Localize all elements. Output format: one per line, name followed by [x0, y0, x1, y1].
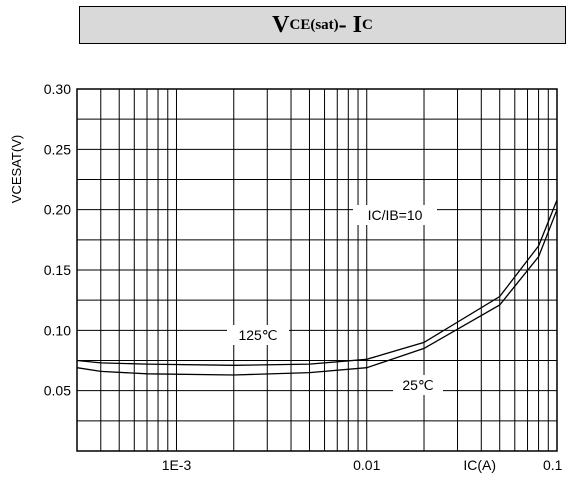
annotation-bg [227, 325, 289, 345]
x-tick-label: 0.01 [353, 457, 380, 473]
y-tick-label: 0.25 [44, 141, 71, 157]
plot-frame [76, 88, 558, 452]
annotation-bg [393, 375, 443, 395]
y-tick-label: 0.15 [44, 262, 71, 278]
annotations: IC/IB=10 125℃ 25℃ [227, 205, 443, 395]
annotation-bg [353, 205, 437, 225]
y-tick-label: 0.10 [44, 322, 71, 338]
series-line-25c [76, 209, 558, 376]
tick-labels: 0.30 0.25 0.20 0.15 0.10 0.05 1E-3 0.01 0.1 IC(A) [44, 81, 563, 473]
curves [76, 199, 558, 376]
x-axis-label: IC(A) [463, 457, 496, 473]
y-tick-label: 0.05 [44, 383, 71, 399]
annotation-label: 25℃ [402, 377, 433, 393]
y-tick-label: 0.30 [44, 81, 71, 97]
title-sub1: CE(sat) [289, 16, 339, 33]
title-mid: - I [338, 11, 362, 38]
x-tick-label: 0.1 [543, 457, 563, 473]
x-tick-label: 1E-3 [162, 457, 192, 473]
title-sub2: C [362, 16, 373, 33]
y-tick-label: 0.20 [44, 202, 71, 218]
y-axis-label: VCESAT(V) [9, 135, 24, 203]
grid [77, 89, 557, 451]
title-main: V [272, 11, 290, 38]
annotation-label: IC/IB=10 [368, 207, 423, 223]
annotation-label: 125℃ [238, 327, 277, 343]
series-line-125c [76, 199, 558, 366]
